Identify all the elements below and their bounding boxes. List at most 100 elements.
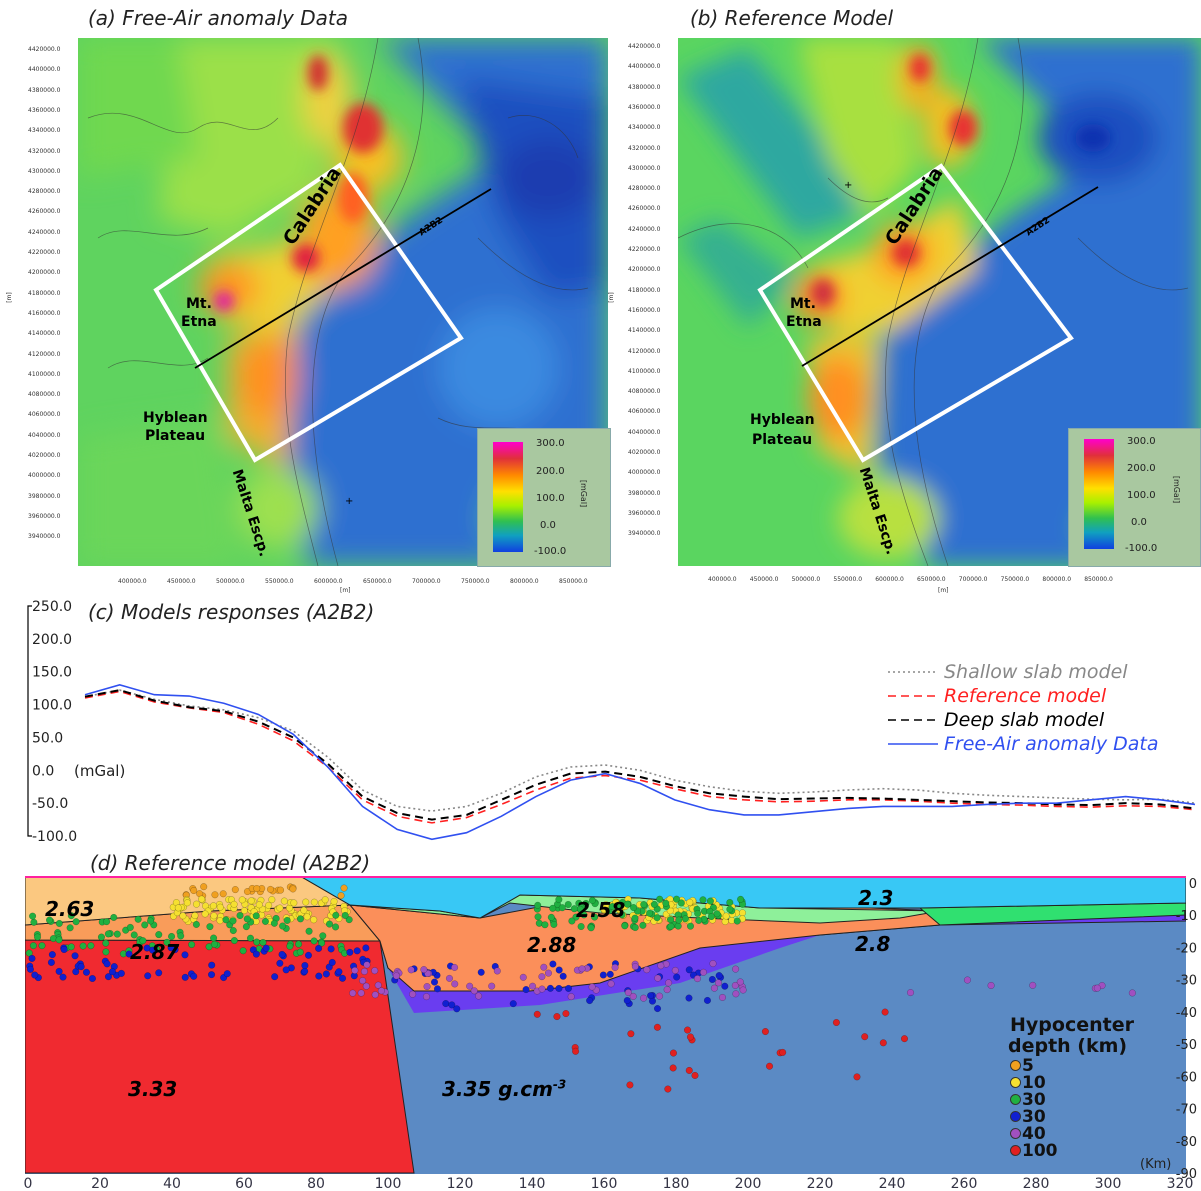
hypocenter-point: [104, 973, 112, 981]
hypocenter-point: [488, 982, 496, 990]
a-y-tick: 3980000.0: [28, 492, 61, 500]
a-y-tick: 4300000.0: [28, 167, 61, 175]
hypocenter-point: [685, 994, 693, 1002]
hypocenter-point: [108, 968, 116, 976]
panel-b-colorbar-tick: 200.0: [1127, 463, 1156, 474]
panel-d-y-tick-label: -90: [1176, 1167, 1197, 1182]
hypocenter-point: [103, 960, 111, 968]
hypocenter-point: [710, 984, 718, 992]
legend-dot-icon: [1010, 1145, 1021, 1156]
panel-d-x-tick-label: 200: [735, 1176, 762, 1191]
panel-a-colorbar-tick: -100.0: [534, 546, 567, 557]
hypocenter-point: [686, 922, 695, 930]
panel-d-y-tick-label: -40: [1176, 1006, 1197, 1021]
hypocenter-point: [351, 966, 359, 974]
hypocenter-point: [315, 972, 323, 980]
hypocenter-point: [163, 938, 171, 946]
panel-c-line-chart: 250.0 200.0 150.0 100.0 50.0 0.0 -50.0 -100.0 Sh…: [27, 599, 1196, 845]
hypocenter-point: [906, 989, 915, 997]
hypocenter-point: [623, 900, 632, 908]
hypocenter-point: [242, 923, 250, 931]
panel-a-colorbar-gradient: [493, 442, 523, 552]
hypocenter-point: [60, 945, 68, 954]
density-mantle-left: 3.33: [128, 1077, 178, 1101]
hypocenter-point: [262, 944, 270, 952]
hypocenter-point: [321, 896, 329, 904]
panel-b-colorbar-gradient: [1084, 439, 1114, 549]
panel-c-y-tick-label: 250.0: [32, 599, 72, 615]
hypocenter-point: [337, 892, 345, 900]
hypocenter-point: [639, 921, 647, 929]
hypocenter-point: [1029, 981, 1037, 989]
panel-c-legend-label: Reference model: [944, 685, 1107, 707]
hypocenter-point: [286, 942, 294, 950]
hypocenter-point: [699, 896, 707, 904]
panel-c-series-line: [84, 689, 1196, 812]
hypocenter-point: [346, 948, 354, 956]
panel-c-y-tick-label: 50.0: [32, 730, 63, 746]
b-y-tick: 4160000.0: [628, 306, 661, 314]
hypocenter-point: [332, 923, 340, 931]
hypocenter-point: [238, 896, 246, 904]
hypocenter-point: [577, 922, 585, 931]
hypocenter-point: [338, 974, 347, 982]
panel-b-colorbar-tick: 300.0: [1127, 436, 1156, 447]
hypocenter-point: [55, 936, 63, 944]
hypocenter-point: [270, 919, 278, 927]
hypocenter-point: [709, 960, 717, 968]
hypocenter-point: [568, 917, 576, 925]
hypocenter-point: [726, 905, 734, 913]
density-upper-left: 2.63: [45, 897, 95, 921]
hypocenter-point: [731, 981, 739, 989]
hypocenter-point: [207, 971, 216, 979]
legend-dot-icon: [1010, 1128, 1021, 1139]
panel-b-colorbar-tick: 100.0: [1127, 490, 1156, 501]
legend-dot-icon: [1010, 1077, 1021, 1088]
hypocenter-point: [271, 973, 279, 981]
hypocenter-point: [181, 951, 189, 959]
hypocenter-point: [572, 913, 580, 921]
hypocenter-point: [332, 911, 340, 919]
hypocenter-point: [832, 1018, 840, 1027]
hypocenter-point: [48, 951, 56, 959]
hypocenter-point: [328, 958, 336, 966]
a-y-tick: 4080000.0: [28, 391, 61, 399]
hypocenter-point: [672, 895, 681, 903]
a-x-tick: 550000.0: [265, 578, 294, 585]
panel-d-y-tick-label: 0: [1189, 877, 1197, 892]
hypocenter-point: [282, 966, 290, 974]
hypocenter-point: [629, 992, 637, 1000]
hypocenter-point: [522, 986, 530, 994]
hypocenter-point: [540, 963, 548, 971]
hypocenter-point: [325, 920, 334, 928]
a-y-tick: 4260000.0: [28, 208, 61, 216]
hypocenter-point: [82, 968, 90, 976]
hypocenter-point: [987, 981, 995, 990]
hypocenter-point: [253, 884, 261, 893]
hypocenter-point: [59, 973, 67, 981]
panel-a-colorbar: 300.0 200.0 100.0 0.0 -100.0 [mGal]: [477, 428, 611, 567]
legend-item: 30: [1010, 1090, 1134, 1110]
hypocenter-point: [345, 916, 353, 924]
hypocenter-point: [168, 932, 176, 941]
panel-d-y-tick-label: -80: [1176, 1135, 1197, 1150]
hypocenter-point: [861, 1033, 869, 1041]
hypocenter-point: [422, 993, 431, 1001]
panel-d-x-tick-label: 120: [447, 1176, 474, 1191]
hypocenter-point: [519, 973, 527, 981]
a-y-tick: 4160000.0: [28, 309, 61, 317]
hypocenter-point: [134, 915, 142, 923]
b-x-tick: 800000.0: [1042, 576, 1072, 583]
hypocenter-point: [646, 909, 654, 917]
hypocenter-point: [362, 944, 370, 952]
hypocenter-point: [706, 897, 714, 905]
b-y-tick: 4020000.0: [628, 449, 661, 456]
a-y-tick: 3940000.0: [28, 533, 61, 541]
panel-c-series-line: [84, 689, 1196, 821]
hypocenter-point: [55, 919, 63, 927]
hypocenter-point: [1093, 984, 1101, 992]
hypocenter-point: [146, 917, 155, 925]
hypocenter-point: [276, 904, 284, 912]
hypocenter-point: [562, 1010, 570, 1018]
hypocenter-point: [475, 992, 483, 1000]
